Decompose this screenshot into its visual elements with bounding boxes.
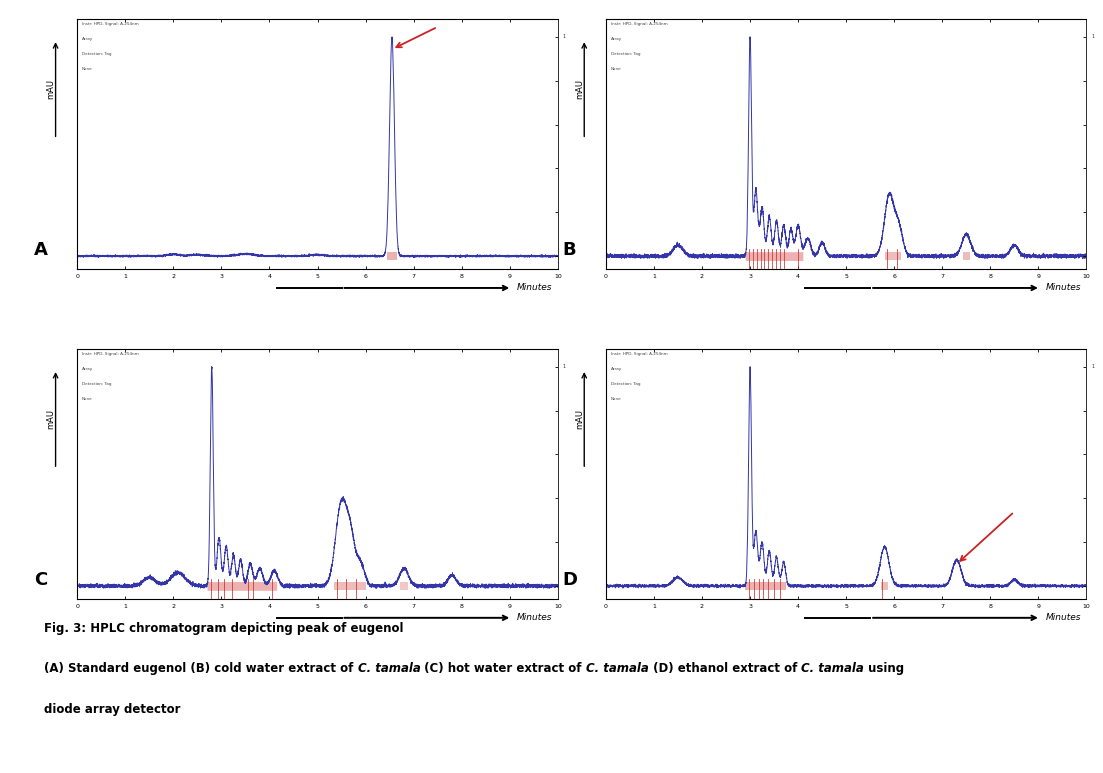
Text: using: using xyxy=(864,662,904,676)
Text: 1: 1 xyxy=(1091,34,1094,39)
Text: Instr: HPD, Signal: A,254nm: Instr: HPD, Signal: A,254nm xyxy=(82,22,139,26)
Text: B: B xyxy=(563,241,576,259)
Text: (D) ethanol extract of: (D) ethanol extract of xyxy=(649,662,801,676)
Text: Instr: HPD, Signal: A,254nm: Instr: HPD, Signal: A,254nm xyxy=(611,22,667,26)
Text: Fig. 3: HPLC chromatogram depicting peak of eugenol: Fig. 3: HPLC chromatogram depicting peak… xyxy=(44,622,404,635)
Text: Array: Array xyxy=(611,37,622,41)
Text: Minutes: Minutes xyxy=(517,284,553,292)
Text: Detection: Tag: Detection: Tag xyxy=(82,52,111,56)
Text: Array: Array xyxy=(82,37,94,41)
Text: (A) Standard eugenol (B) cold water extract of: (A) Standard eugenol (B) cold water extr… xyxy=(44,662,357,676)
Text: mAU: mAU xyxy=(575,409,583,429)
Text: C: C xyxy=(34,571,47,589)
Text: 1: 1 xyxy=(563,34,566,39)
Text: None: None xyxy=(82,66,93,71)
Text: (C) hot water extract of: (C) hot water extract of xyxy=(420,662,586,676)
Text: mAU: mAU xyxy=(46,80,55,99)
Text: Instr: HPD, Signal: A,254nm: Instr: HPD, Signal: A,254nm xyxy=(82,352,139,356)
Text: C. tamala: C. tamala xyxy=(801,662,864,676)
Text: C. tamala: C. tamala xyxy=(586,662,649,676)
Text: Minutes: Minutes xyxy=(517,613,553,622)
Text: Array: Array xyxy=(82,366,94,371)
Text: D: D xyxy=(563,571,578,589)
Text: None: None xyxy=(611,397,621,400)
Text: Detection: Tag: Detection: Tag xyxy=(611,382,640,386)
Text: 1: 1 xyxy=(1091,364,1094,369)
Text: diode array detector: diode array detector xyxy=(44,703,181,716)
Text: None: None xyxy=(611,66,621,71)
Text: Instr: HPD, Signal: A,254nm: Instr: HPD, Signal: A,254nm xyxy=(611,352,667,356)
Text: 1: 1 xyxy=(563,364,566,369)
Text: C. tamala: C. tamala xyxy=(357,662,420,676)
Text: Minutes: Minutes xyxy=(1046,284,1081,292)
Text: mAU: mAU xyxy=(46,409,55,429)
Text: Minutes: Minutes xyxy=(1046,613,1081,622)
Text: mAU: mAU xyxy=(575,80,583,99)
Text: Detection: Tag: Detection: Tag xyxy=(82,382,111,386)
Text: None: None xyxy=(82,397,93,400)
Text: A: A xyxy=(34,241,47,259)
Text: Array: Array xyxy=(611,366,622,371)
Text: Detection: Tag: Detection: Tag xyxy=(611,52,640,56)
